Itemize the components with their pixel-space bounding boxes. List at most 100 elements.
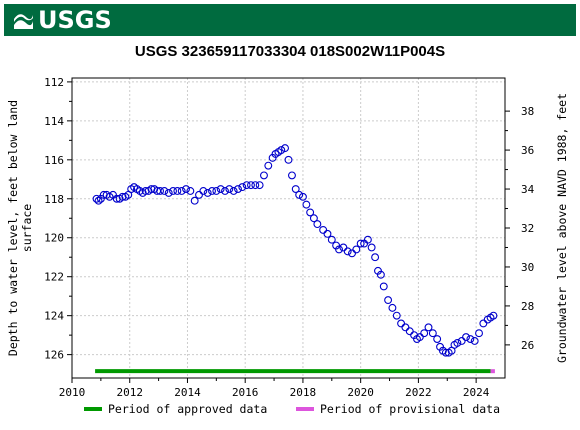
data-point [352,245,361,254]
data-point [433,335,442,343]
data-point [190,196,199,205]
data-point [371,253,380,262]
y-axis-label-left-line2: surface [20,204,34,253]
y-left-tick-label: 120 [44,232,64,245]
data-point [376,270,385,279]
data-point [186,187,195,195]
data-point [255,181,264,190]
y-axis-label-right: Groundwater level above NAVD 1988, feet [555,93,569,363]
y-left-tick-label: 126 [44,349,64,362]
data-point [397,319,406,328]
data-point [281,144,289,153]
data-point [164,188,173,197]
x-tick-label: 2014 [174,386,201,399]
data-point [199,187,208,195]
data-point [424,323,433,332]
data-point [348,249,356,258]
x-tick-label: 2012 [116,386,143,399]
data-point [335,245,343,254]
usgs-wave-icon [14,14,33,29]
data-point [208,187,216,195]
x-tick-label: 2024 [463,386,490,399]
data-point [288,171,296,180]
x-tick-label: 2010 [59,386,86,399]
y-left-tick-label: 116 [44,154,64,167]
y-left-tick-label: 114 [44,115,64,128]
data-points [92,144,498,357]
data-point [323,229,332,238]
usgs-logo-text: USGS [38,6,112,34]
legend-label-provisional: Period of provisional data [320,402,500,416]
axis-ticks: 2010 2012 2014 2016 2018 2020 2022 2024 112 114 11… [44,76,534,399]
data-point [295,190,304,199]
data-point [160,187,169,195]
x-tick-label: 2016 [232,386,259,399]
data-point [234,185,242,193]
data-point [238,183,247,192]
y-right-tick-label: 30 [521,261,534,274]
data-point [242,181,251,190]
y-left-tick-label: 118 [44,193,64,206]
data-point [291,185,300,193]
data-point [212,187,221,195]
data-point [92,194,101,203]
usgs-logo[interactable]: USGS [12,6,112,34]
data-point [260,171,268,180]
data-point [363,235,372,244]
data-point [379,282,388,291]
data-point [466,335,475,343]
data-point [203,188,212,197]
chart-title: USGS 323659117033304 018S002W11P004S [134,43,446,60]
data-point [479,319,488,328]
plot-frame [71,77,506,379]
data-point [453,338,462,347]
y-right-tick-label: 32 [521,222,534,235]
data-point [470,337,479,345]
x-tick-label: 2022 [405,386,432,399]
y-left-tick-label: 112 [44,76,64,89]
data-point [306,208,315,217]
y-right-tick-label: 26 [521,339,534,352]
data-point [94,196,103,205]
x-tick-label: 2018 [290,386,317,399]
data-point [309,214,318,223]
data-point [156,187,164,195]
data-point [221,187,229,195]
data-point [177,187,186,195]
data-point [384,296,393,305]
data-point [327,235,336,244]
data-point [247,181,255,190]
data-point [475,329,483,338]
legend-label-approved: Period of approved data [108,402,267,416]
y-right-tick-label: 34 [521,183,535,196]
data-point [343,247,352,256]
data-point [339,243,348,252]
x-tick-label: 2020 [347,386,374,399]
data-point [229,187,238,195]
data-point [420,329,429,338]
grid [71,78,505,378]
data-point [428,329,437,338]
data-point [313,220,322,229]
data-point [284,155,293,164]
data-point [392,311,401,320]
data-point [415,333,424,342]
data-point [251,181,260,190]
y-left-tick-label: 124 [44,310,64,323]
data-point [388,303,397,312]
data-point [225,185,234,193]
data-point [356,239,365,248]
data-point [302,200,311,209]
data-point [173,187,182,195]
data-point [298,192,307,201]
usgs-banner: USGS [4,4,576,36]
legend: Period of approved data Period of provis… [84,402,500,416]
data-point [169,187,177,195]
data-point [182,185,190,193]
data-point [277,146,286,155]
y-axis-label-left-line1: Depth to water level, feet below land [6,100,20,356]
y-right-tick-label: 28 [521,300,534,313]
data-point [457,337,466,345]
data-point [489,311,498,320]
